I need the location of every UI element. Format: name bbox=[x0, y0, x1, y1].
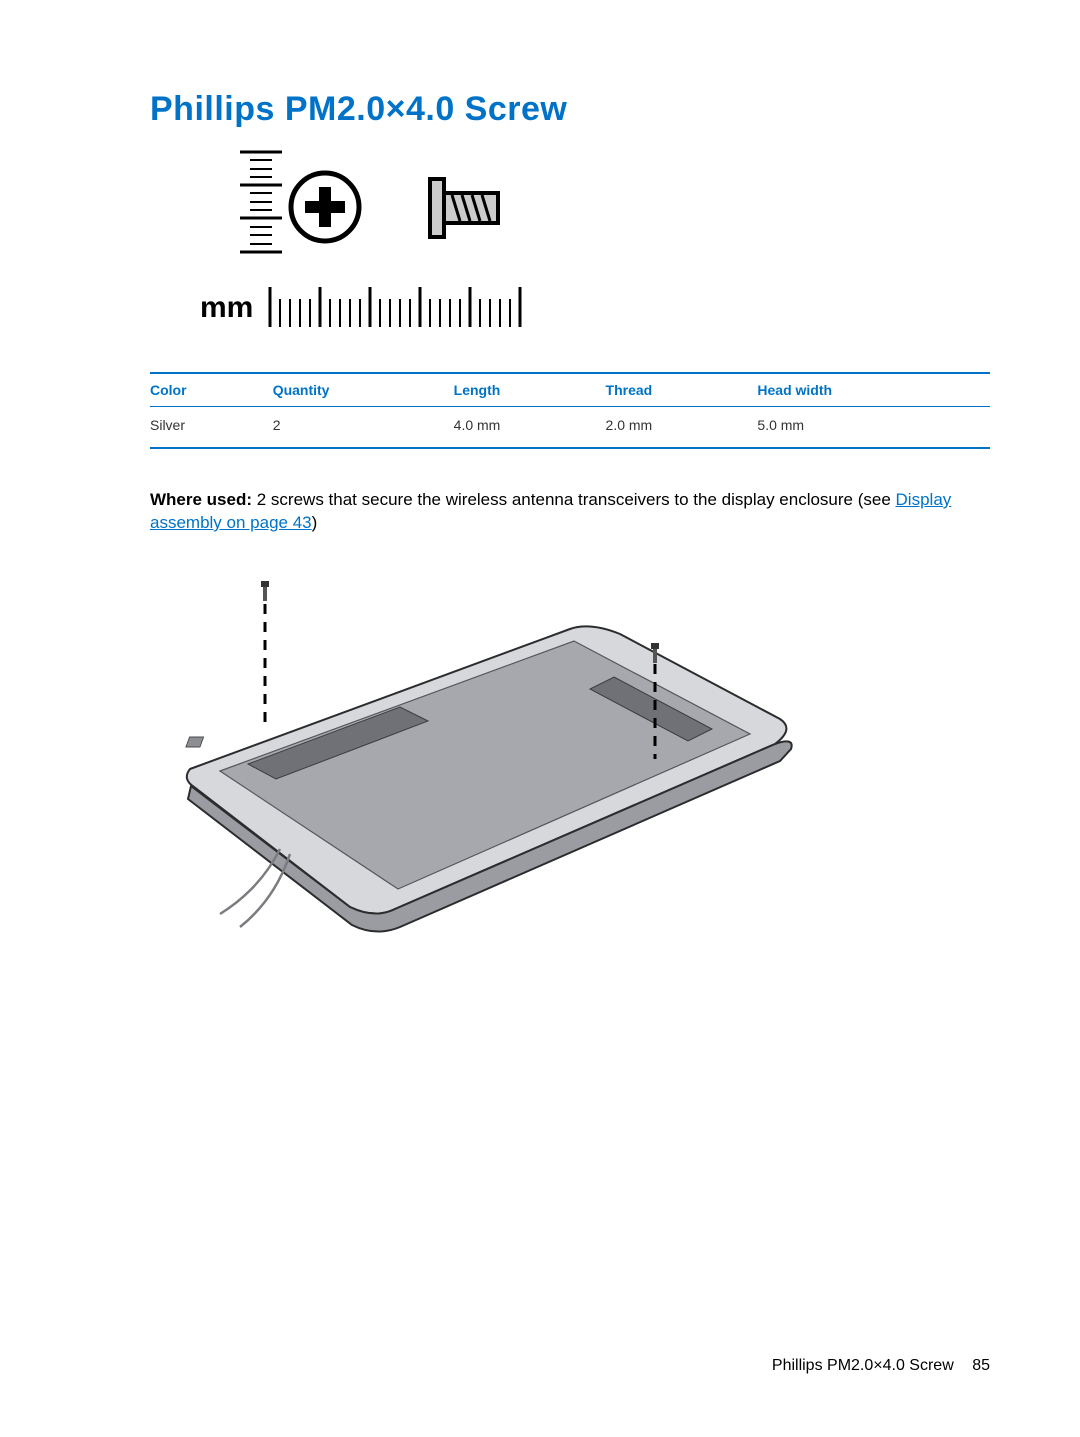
cell-color: Silver bbox=[150, 407, 273, 449]
cell-quantity: 2 bbox=[273, 407, 454, 449]
col-color: Color bbox=[150, 373, 273, 407]
screw-head-top-icon bbox=[291, 173, 359, 241]
footer-page-number: 85 bbox=[972, 1357, 990, 1374]
where-used-paragraph: Where used: 2 screws that secure the wir… bbox=[150, 489, 990, 535]
display-enclosure-diagram bbox=[160, 549, 990, 954]
screw-ruler-diagram: mm bbox=[200, 147, 990, 362]
col-length: Length bbox=[454, 373, 606, 407]
where-used-text: 2 screws that secure the wireless antenn… bbox=[252, 490, 896, 509]
screw-spec-table: Color Quantity Length Thread Head width … bbox=[150, 372, 990, 449]
cell-headwidth: 5.0 mm bbox=[757, 407, 990, 449]
screw-side-icon bbox=[430, 179, 498, 237]
where-used-text-after: ) bbox=[312, 513, 318, 532]
where-used-label: Where used: bbox=[150, 490, 252, 509]
page-title: Phillips PM2.0×4.0 Screw bbox=[150, 90, 990, 129]
ruler-unit-label: mm bbox=[200, 291, 253, 324]
cell-length: 4.0 mm bbox=[454, 407, 606, 449]
footer-title: Phillips PM2.0×4.0 Screw bbox=[772, 1357, 954, 1374]
page-footer: Phillips PM2.0×4.0 Screw 85 bbox=[772, 1357, 990, 1375]
col-thread: Thread bbox=[606, 373, 758, 407]
cell-thread: 2.0 mm bbox=[606, 407, 758, 449]
screw-callout-1 bbox=[261, 581, 269, 724]
col-headwidth: Head width bbox=[757, 373, 990, 407]
col-quantity: Quantity bbox=[273, 373, 454, 407]
document-page: Phillips PM2.0×4.0 Screw bbox=[0, 0, 1080, 1437]
table-row: Silver 2 4.0 mm 2.0 mm 5.0 mm bbox=[150, 407, 990, 449]
table-header-row: Color Quantity Length Thread Head width bbox=[150, 373, 990, 407]
